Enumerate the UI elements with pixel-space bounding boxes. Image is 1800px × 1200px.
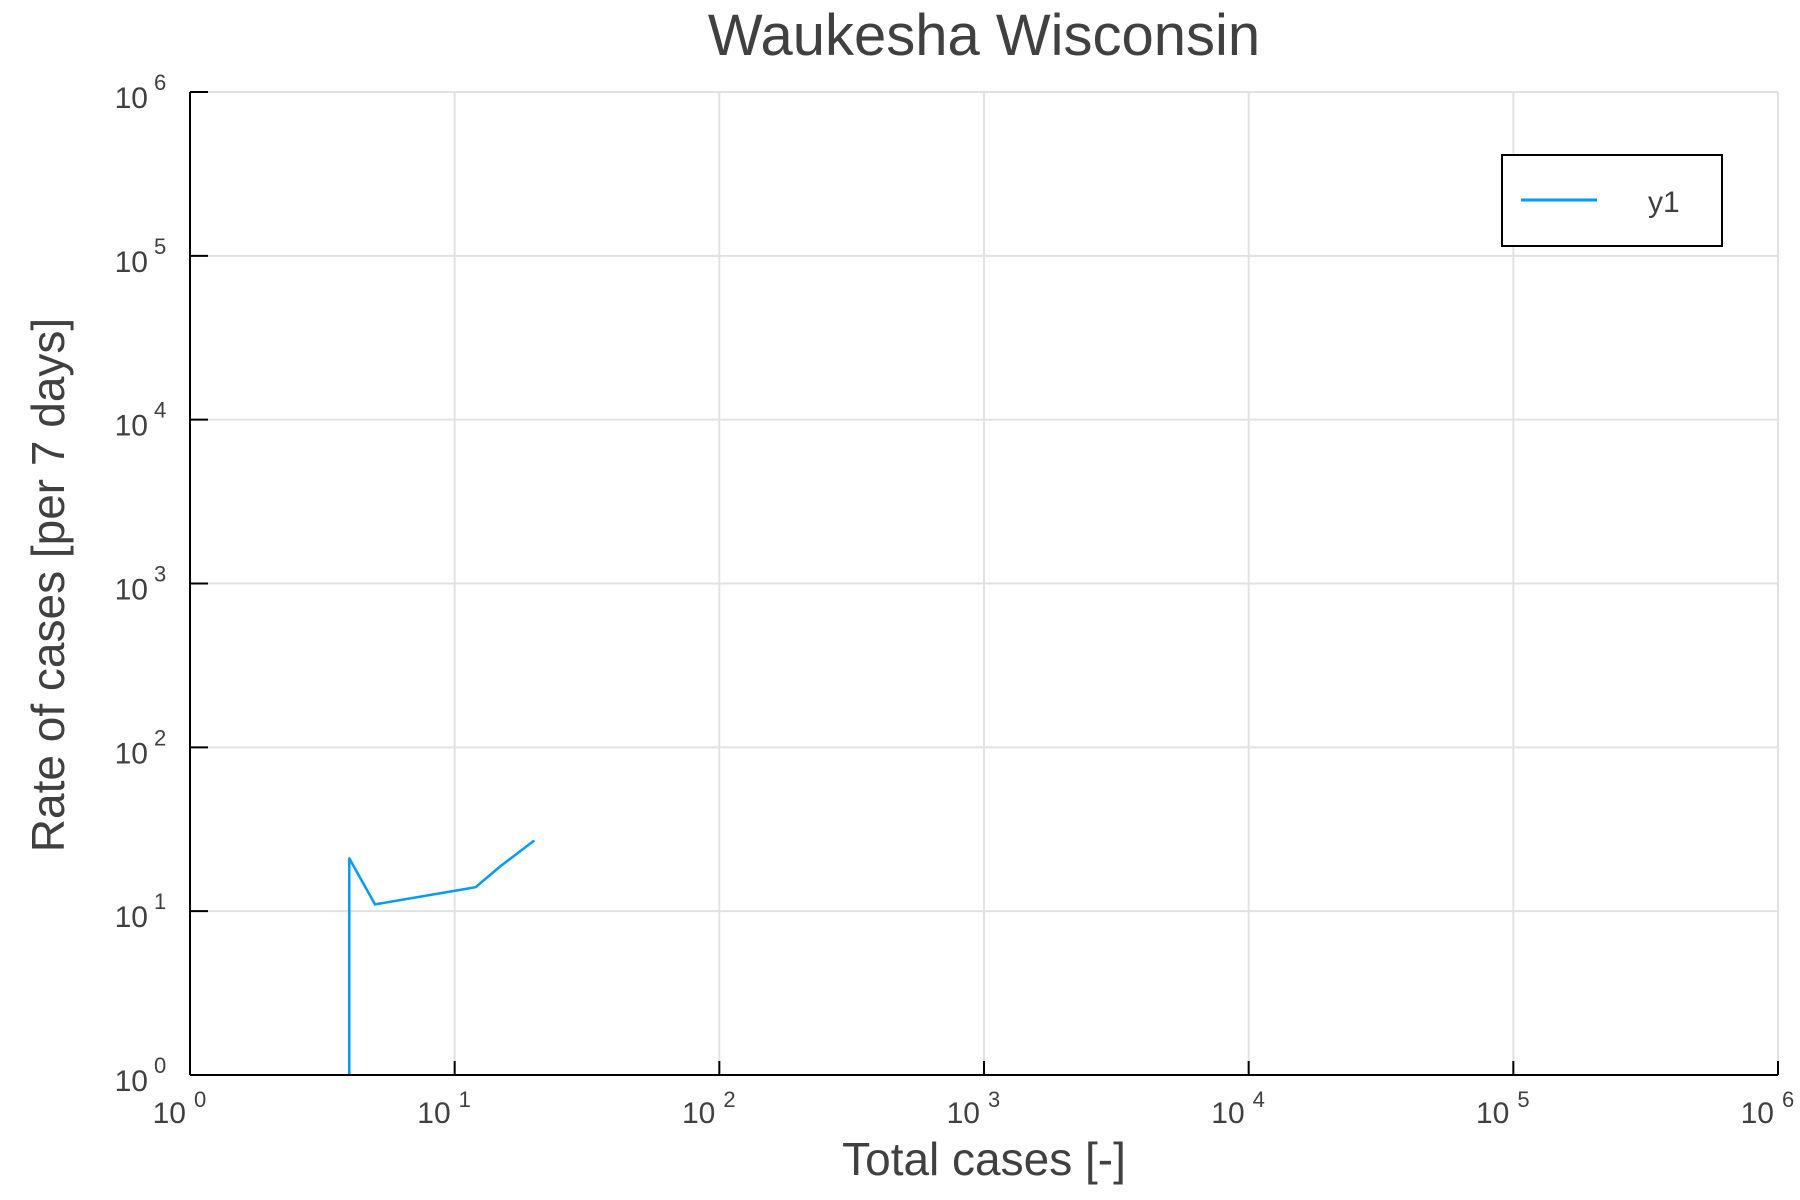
chart-title: Waukesha Wisconsin <box>708 3 1260 68</box>
y-tick-label: 10 <box>115 410 148 443</box>
x-tick-exponent: 0 <box>194 1087 206 1112</box>
y-tick-label: 10 <box>115 82 148 115</box>
legend: y1 <box>1501 154 1723 247</box>
x-tick-exponent: 5 <box>1517 1087 1529 1112</box>
x-tick-label: 10 <box>947 1097 980 1130</box>
x-ticks: 10 0 10 1 10 2 10 3 10 4 10 5 10 6 <box>153 1061 1794 1130</box>
y-tick-label: 10 <box>115 574 148 607</box>
x-tick-label: 10 <box>1476 1097 1509 1130</box>
y-tick-exponent: 4 <box>154 398 166 423</box>
x-tick-exponent: 4 <box>1253 1087 1265 1112</box>
y-tick-exponent: 0 <box>154 1053 166 1078</box>
y-tick-label: 10 <box>115 901 148 934</box>
x-tick-label: 10 <box>682 1097 715 1130</box>
x-tick-exponent: 1 <box>459 1087 471 1112</box>
series-line-y1 <box>348 839 536 1075</box>
x-tick-label: 10 <box>153 1097 186 1130</box>
x-tick-exponent: 2 <box>723 1087 735 1112</box>
legend-label-y1: y1 <box>1648 186 1680 219</box>
y-tick-exponent: 5 <box>154 234 166 259</box>
x-tick-exponent: 6 <box>1782 1087 1794 1112</box>
y-tick-label: 10 <box>115 1065 148 1098</box>
y-axis-label: Rate of cases [per 7 days] <box>22 318 74 852</box>
x-tick-exponent: 3 <box>988 1087 1000 1112</box>
grid <box>189 91 1779 1076</box>
y-tick-label: 10 <box>115 737 148 770</box>
x-tick-label: 10 <box>1741 1097 1774 1130</box>
y-tick-exponent: 2 <box>154 725 166 750</box>
x-axis-label: Total cases [-] <box>842 1133 1126 1185</box>
y-tick-exponent: 3 <box>154 562 166 587</box>
y-tick-label: 10 <box>115 246 148 279</box>
x-tick-label: 10 <box>417 1097 450 1130</box>
x-tick-label: 10 <box>1211 1097 1244 1130</box>
series-layer <box>348 839 536 1075</box>
y-tick-exponent: 1 <box>154 889 166 914</box>
y-tick-exponent: 6 <box>154 70 166 95</box>
